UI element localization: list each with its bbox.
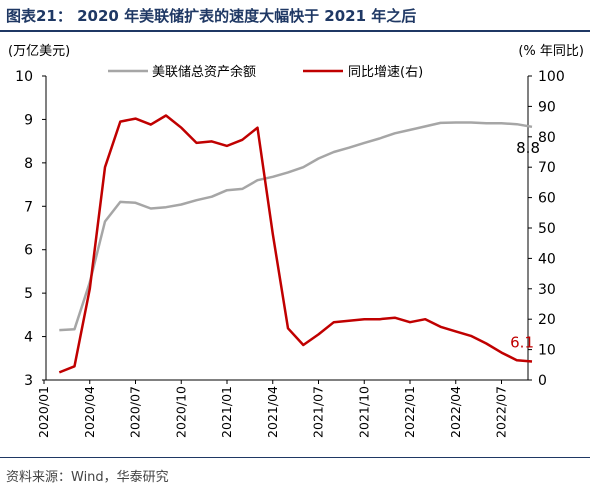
- x-tick-label: 2022/01: [402, 386, 417, 438]
- x-tick-label: 2020/07: [128, 386, 143, 438]
- total-assets-end-label: 8.8: [516, 139, 540, 157]
- right-tick-label: 60: [538, 191, 556, 207]
- chart-title: 图表21： 2020 年美联储扩表的速度大幅快于 2021 年之后: [6, 7, 417, 25]
- left-axis-unit: (万亿美元): [8, 44, 70, 59]
- right-tick-label: 30: [538, 282, 556, 298]
- right-tick-label: 0: [538, 373, 547, 389]
- left-tick-label: 10: [15, 69, 33, 85]
- x-tick-label: 2021/04: [265, 386, 280, 438]
- right-tick-label: 20: [538, 312, 556, 328]
- left-tick-label: 3: [24, 373, 33, 389]
- right-tick-label: 80: [538, 130, 556, 146]
- right-tick-label: 50: [538, 221, 556, 237]
- x-tick-label: 2021/10: [356, 386, 371, 438]
- right-tick-label: 90: [538, 99, 556, 115]
- x-tick-label: 2020/04: [82, 386, 97, 438]
- x-tick-label: 2022/07: [494, 386, 509, 438]
- right-tick-label: 10: [538, 343, 556, 359]
- x-tick-label: 2020/10: [173, 386, 188, 438]
- left-tick-label: 9: [24, 112, 33, 128]
- series-total-assets-line: [59, 121, 533, 332]
- left-tick-label: 7: [24, 199, 33, 215]
- source-note: 资料来源：Wind，华泰研究: [6, 470, 169, 485]
- x-tick-label: 2021/07: [311, 386, 326, 438]
- legend-label-total-assets: 美联储总资产余额: [152, 64, 256, 80]
- footer-rule: [0, 457, 590, 458]
- x-tick-label: 2022/04: [448, 386, 463, 438]
- legend-label-yoy-growth: 同比增速(右): [348, 65, 423, 80]
- right-axis-unit: (% 年同比): [518, 44, 584, 59]
- left-tick-label: 8: [24, 156, 33, 172]
- series-yoy-growth-line: [58, 114, 533, 374]
- x-tick-label: 2020/01: [36, 386, 51, 438]
- left-tick-label: 6: [24, 243, 33, 259]
- yoy-growth-end-label: 6.1: [510, 333, 534, 351]
- x-tick-label: 2021/01: [219, 386, 234, 438]
- right-tick-label: 70: [538, 160, 556, 176]
- right-tick-label: 40: [538, 251, 556, 267]
- left-tick-label: 4: [24, 330, 33, 346]
- right-tick-label: 100: [538, 69, 565, 85]
- left-tick-label: 5: [24, 286, 33, 302]
- title-rule: [0, 30, 590, 32]
